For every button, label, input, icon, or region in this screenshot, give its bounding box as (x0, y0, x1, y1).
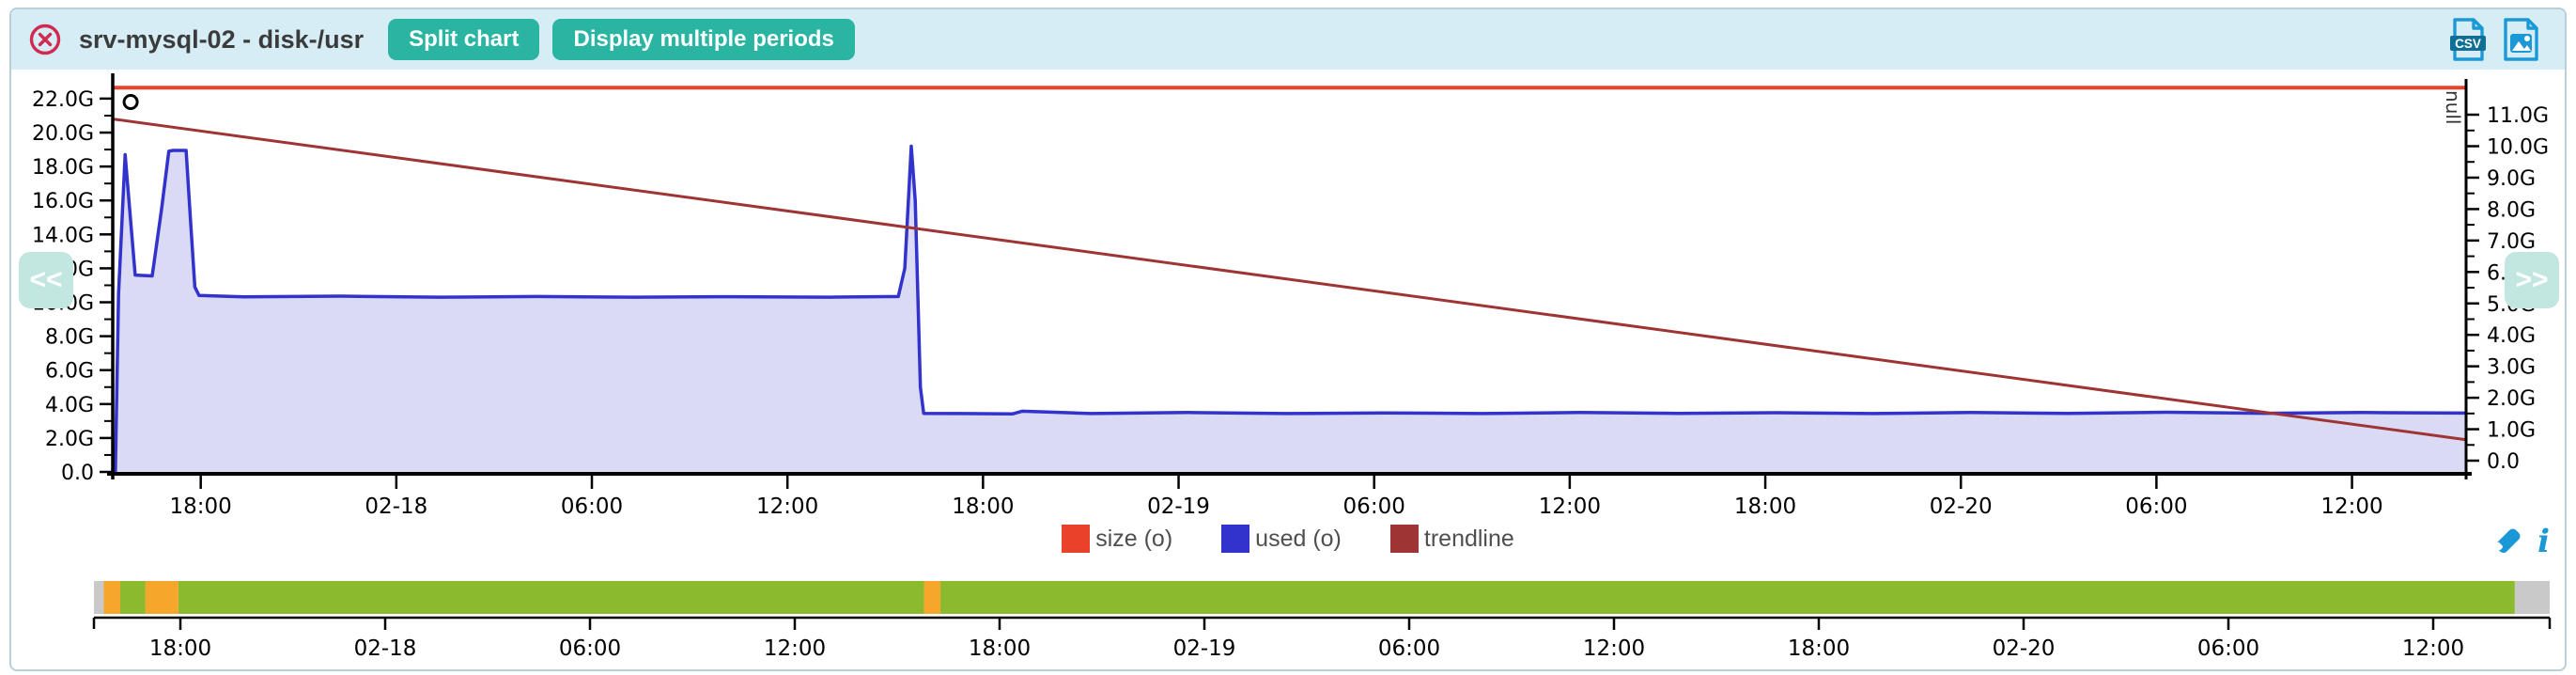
svg-text:0.0: 0.0 (61, 462, 94, 485)
svg-text:1.0G: 1.0G (2487, 419, 2536, 443)
svg-text:18:00: 18:00 (170, 494, 232, 519)
svg-text:12:00: 12:00 (2402, 636, 2464, 661)
legend-item-size[interactable]: size (o) (1062, 525, 1172, 553)
svg-text:18:00: 18:00 (1734, 494, 1796, 519)
svg-text:2.0G: 2.0G (45, 428, 94, 451)
main-chart[interactable]: 22.0G20.0G18.0G16.0G14.0G12.0G10.0G8.0G6… (11, 9, 2565, 562)
page-title: srv-mysql-02 - disk-/usr (79, 24, 365, 54)
scroll-left-button[interactable]: << (19, 252, 73, 308)
legend-item-trendline[interactable]: trendline (1389, 525, 1514, 553)
pencil-icon[interactable] (2491, 525, 2524, 558)
svg-text:06:00: 06:00 (561, 494, 623, 519)
svg-text:06:00: 06:00 (2125, 494, 2187, 519)
svg-text:18:00: 18:00 (952, 494, 1014, 519)
svg-text:4.0G: 4.0G (2487, 324, 2536, 348)
svg-text:12:00: 12:00 (1539, 494, 1601, 519)
svg-text:02-18: 02-18 (354, 636, 417, 661)
svg-text:12:00: 12:00 (1583, 636, 1645, 661)
svg-text:20.0G: 20.0G (32, 122, 94, 146)
svg-text:3.0G: 3.0G (2487, 356, 2536, 380)
svg-text:9.0G: 9.0G (2487, 167, 2536, 191)
legend-swatch-trendline (1389, 525, 1419, 553)
svg-text:02-20: 02-20 (1930, 494, 1993, 519)
csv-export-icon[interactable]: CSV (2448, 17, 2488, 62)
svg-text:7.0G: 7.0G (2487, 230, 2536, 254)
svg-text:06:00: 06:00 (1343, 494, 1405, 519)
svg-text:18:00: 18:00 (1788, 636, 1850, 661)
svg-text:2.0G: 2.0G (2487, 387, 2536, 411)
info-icon[interactable]: i (2537, 523, 2550, 560)
graph-header: srv-mysql-02 - disk-/usr Split chart Dis… (11, 9, 2565, 70)
svg-text:8.0G: 8.0G (2487, 198, 2536, 222)
graph-panel: srv-mysql-02 - disk-/usr Split chart Dis… (9, 8, 2567, 671)
svg-text:12:00: 12:00 (2320, 494, 2382, 519)
svg-text:18:00: 18:00 (969, 636, 1031, 661)
svg-text:02-19: 02-19 (1147, 494, 1210, 519)
svg-text:02-18: 02-18 (365, 494, 427, 519)
svg-text:12:00: 12:00 (764, 636, 826, 661)
svg-text:14.0G: 14.0G (32, 224, 94, 247)
svg-text:10.0G: 10.0G (2487, 136, 2549, 160)
svg-text:CSV: CSV (2455, 37, 2481, 51)
legend-swatch-size (1062, 525, 1091, 553)
svg-text:6.0G: 6.0G (45, 360, 94, 384)
close-icon[interactable] (28, 23, 62, 56)
svg-text:11.0G: 11.0G (2487, 104, 2549, 128)
svg-text:12:00: 12:00 (756, 494, 818, 519)
legend-swatch-used (1221, 525, 1250, 553)
svg-text:0.0: 0.0 (2487, 450, 2520, 474)
svg-text:02-19: 02-19 (1173, 636, 1236, 661)
chart-legend: size (o) used (o) trendline (11, 525, 2565, 553)
image-export-icon[interactable] (2501, 17, 2540, 62)
display-multiple-periods-button[interactable]: Display multiple periods (552, 19, 855, 60)
chart-tools: i (2491, 525, 2550, 558)
status-timeline[interactable]: 18:00 02-18 06:00 12:00 18:00 02-19 06:00 12:00… (11, 564, 2565, 669)
split-chart-button[interactable]: Split chart (388, 19, 540, 60)
legend-item-used[interactable]: used (o) (1221, 525, 1342, 553)
svg-text:16.0G: 16.0G (32, 190, 94, 213)
svg-text:22.0G: 22.0G (32, 88, 94, 112)
svg-text:02-20: 02-20 (1993, 636, 2056, 661)
legend-label: used (o) (1255, 525, 1342, 552)
svg-text:06:00: 06:00 (559, 636, 621, 661)
legend-label: trendline (1423, 525, 1514, 552)
legend-label: size (o) (1095, 525, 1173, 552)
scroll-right-button[interactable]: >> (2505, 252, 2559, 308)
svg-text:null: null (2442, 90, 2464, 124)
svg-text:06:00: 06:00 (2197, 636, 2259, 661)
svg-text:18:00: 18:00 (149, 636, 211, 661)
svg-text:18.0G: 18.0G (32, 156, 94, 180)
svg-text:06:00: 06:00 (1378, 636, 1440, 661)
svg-text:8.0G: 8.0G (45, 326, 94, 350)
svg-text:4.0G: 4.0G (45, 394, 94, 417)
